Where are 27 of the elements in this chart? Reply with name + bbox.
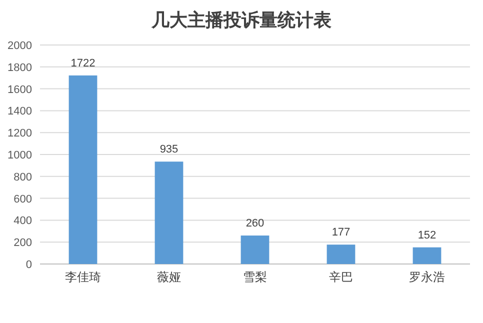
bar <box>154 162 184 264</box>
y-tick-label: 2000 <box>8 40 32 52</box>
y-tick-label: 1800 <box>8 62 32 74</box>
x-tick-label: 薇娅 <box>157 270 181 284</box>
x-tick-label: 李佳琦 <box>65 270 101 284</box>
y-tick-label: 1200 <box>8 128 32 140</box>
y-tick-label: 600 <box>14 193 32 206</box>
bar <box>240 236 270 264</box>
data-label: 1722 <box>70 57 96 70</box>
y-tick-label: 0 <box>26 259 32 271</box>
bar <box>412 247 442 264</box>
data-label: 152 <box>418 229 436 242</box>
data-label: 260 <box>246 218 264 230</box>
x-tick-label: 雪梨 <box>243 270 267 284</box>
bar <box>326 244 356 264</box>
y-tick-label: 1400 <box>8 106 32 118</box>
y-tick-label: 200 <box>14 237 32 250</box>
bar <box>68 75 98 264</box>
x-tick-label: 罗永浩 <box>409 270 445 284</box>
data-label: 177 <box>332 226 350 239</box>
y-tick-label: 1000 <box>8 150 32 162</box>
data-label: 935 <box>160 144 178 156</box>
y-tick-label: 1600 <box>8 84 32 96</box>
chart-title: 几大主播投诉量统计表 <box>150 10 332 30</box>
y-tick-label: 800 <box>14 171 32 184</box>
x-tick-label: 辛巴 <box>329 270 353 284</box>
y-tick-label: 400 <box>14 215 32 228</box>
